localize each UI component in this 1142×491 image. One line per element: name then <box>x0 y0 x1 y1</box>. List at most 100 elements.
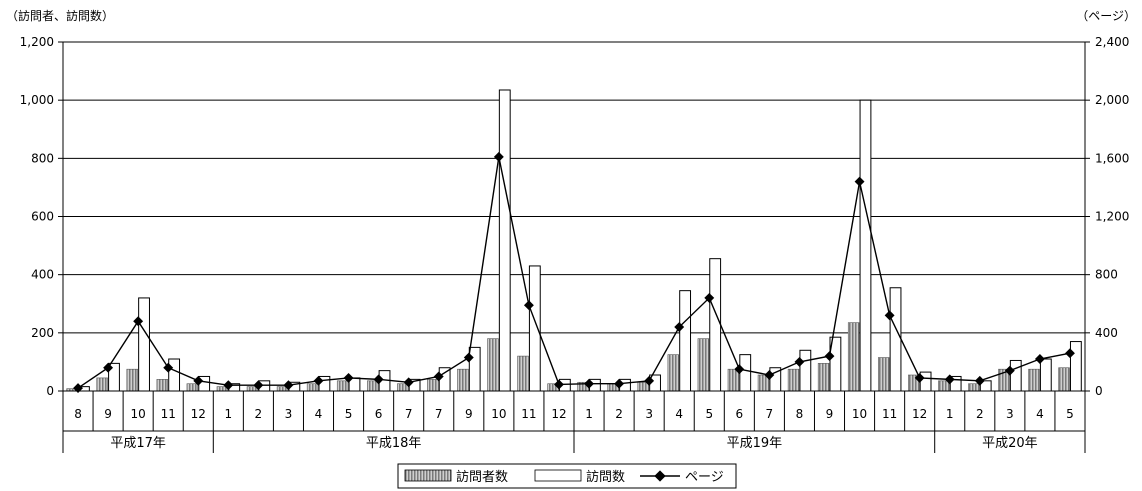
bar-visitors <box>427 379 439 392</box>
point-pages <box>493 151 504 162</box>
point-pages <box>944 374 955 385</box>
bar-visits <box>919 371 932 392</box>
bar-visits <box>739 354 752 392</box>
point-pages <box>1034 354 1045 364</box>
category-label: 10 <box>131 407 146 421</box>
bar-visitors <box>877 357 890 392</box>
category-label: 2 <box>255 407 263 421</box>
point-pages <box>283 380 294 391</box>
left-tick-label: 0 <box>46 384 54 398</box>
point-pages <box>523 300 534 311</box>
point-pages <box>253 380 264 391</box>
point-pages <box>914 372 925 383</box>
bar-visitors <box>667 354 680 392</box>
category-label: 12 <box>551 407 566 421</box>
point-pages <box>1065 348 1075 359</box>
point-pages <box>1004 365 1015 376</box>
category-label: 11 <box>161 407 176 421</box>
series-line-pages <box>77 156 1071 389</box>
category-label: 10 <box>491 407 506 421</box>
point-pages <box>884 310 895 321</box>
right-axis-ticks: 0 400 800 1,200 1,600 2,000 2,400 <box>1085 35 1129 398</box>
legend-label-visitors: 訪問者数 <box>456 469 508 485</box>
point-pages <box>433 371 444 382</box>
category-label: 11 <box>521 407 536 421</box>
category-label: 1 <box>946 407 954 421</box>
bar-visitors <box>847 322 860 392</box>
point-pages <box>313 375 324 386</box>
category-label: 6 <box>736 407 744 421</box>
left-tick-label: 800 <box>31 151 54 165</box>
category-label: 8 <box>796 407 804 421</box>
category-label: 3 <box>1006 407 1014 421</box>
left-tick-label: 600 <box>31 210 54 224</box>
bar-visitors <box>186 383 199 392</box>
point-pages <box>644 375 655 386</box>
point-pages <box>223 380 234 391</box>
bar-visits <box>528 265 541 392</box>
bar-visits <box>1039 358 1052 392</box>
category-label: 4 <box>675 407 683 421</box>
bar-visitors <box>336 380 349 392</box>
right-tick-label: 400 <box>1095 326 1118 340</box>
category-label: 3 <box>285 407 293 421</box>
point-pages <box>764 370 775 380</box>
right-tick-label: 1,600 <box>1095 151 1129 165</box>
category-label: 1 <box>225 407 233 421</box>
category-label: 7 <box>435 407 443 421</box>
bar-visits <box>799 349 812 392</box>
category-label: 9 <box>465 407 473 421</box>
category-label: 9 <box>826 407 834 421</box>
category-label: 2 <box>976 407 984 421</box>
category-label: 1 <box>585 407 593 421</box>
bar-visitors <box>366 380 379 392</box>
right-tick-label: 1,200 <box>1095 210 1129 224</box>
bar-visits <box>679 290 692 392</box>
point-pages <box>193 375 204 386</box>
category-label: 11 <box>882 407 897 421</box>
point-pages <box>133 316 144 327</box>
point-pages <box>614 378 625 389</box>
left-axis-ticks: 0 200 400 600 800 1,000 1,200 <box>20 35 63 398</box>
left-tick-label: 1,000 <box>20 93 54 107</box>
category-axis: 8 9 10 11 12 1 2 3 4 5 6 7 7 9 10 11 12 1 2 3 4 5 6 7 8 9 10 11 12 1 2… <box>62 391 1086 453</box>
point-pages <box>73 383 83 394</box>
bar-visitors <box>126 368 138 392</box>
bar-visitors <box>968 383 980 392</box>
year-group-label: 平成18年 <box>366 436 422 451</box>
point-pages <box>974 375 985 386</box>
category-label: 10 <box>852 407 867 421</box>
bar-visitors <box>727 368 740 392</box>
category-label: 5 <box>705 407 713 421</box>
right-axis-label: （ページ） <box>1076 9 1136 23</box>
left-tick-label: 1,200 <box>20 35 54 49</box>
point-pages <box>403 377 414 388</box>
bar-visits <box>438 367 451 392</box>
category-label: 12 <box>912 407 927 421</box>
bar-visits <box>1009 359 1022 392</box>
point-pages <box>704 292 715 303</box>
bar-visitors <box>306 383 319 392</box>
category-label: 7 <box>766 407 774 421</box>
bar-visitors <box>787 368 800 392</box>
category-label: 9 <box>104 407 112 421</box>
point-pages <box>554 379 564 390</box>
point-pages <box>824 351 835 362</box>
bar-visitors <box>1028 368 1040 392</box>
category-label: 2 <box>615 407 623 421</box>
point-pages <box>584 378 594 389</box>
point-pages <box>373 374 384 385</box>
legend-swatch-visits <box>534 469 582 482</box>
bar-visits <box>168 358 181 392</box>
bar-visits <box>709 258 722 392</box>
right-tick-label: 2,000 <box>1095 93 1129 107</box>
bar-visitors <box>938 380 950 392</box>
bar-visitors <box>156 379 169 392</box>
legend-swatch-pages-marker <box>654 470 666 482</box>
bar-visitors <box>517 355 529 392</box>
bar-visitors <box>697 338 710 392</box>
category-label: 4 <box>1036 407 1044 421</box>
category-label: 5 <box>1066 407 1074 421</box>
point-pages <box>463 352 474 363</box>
